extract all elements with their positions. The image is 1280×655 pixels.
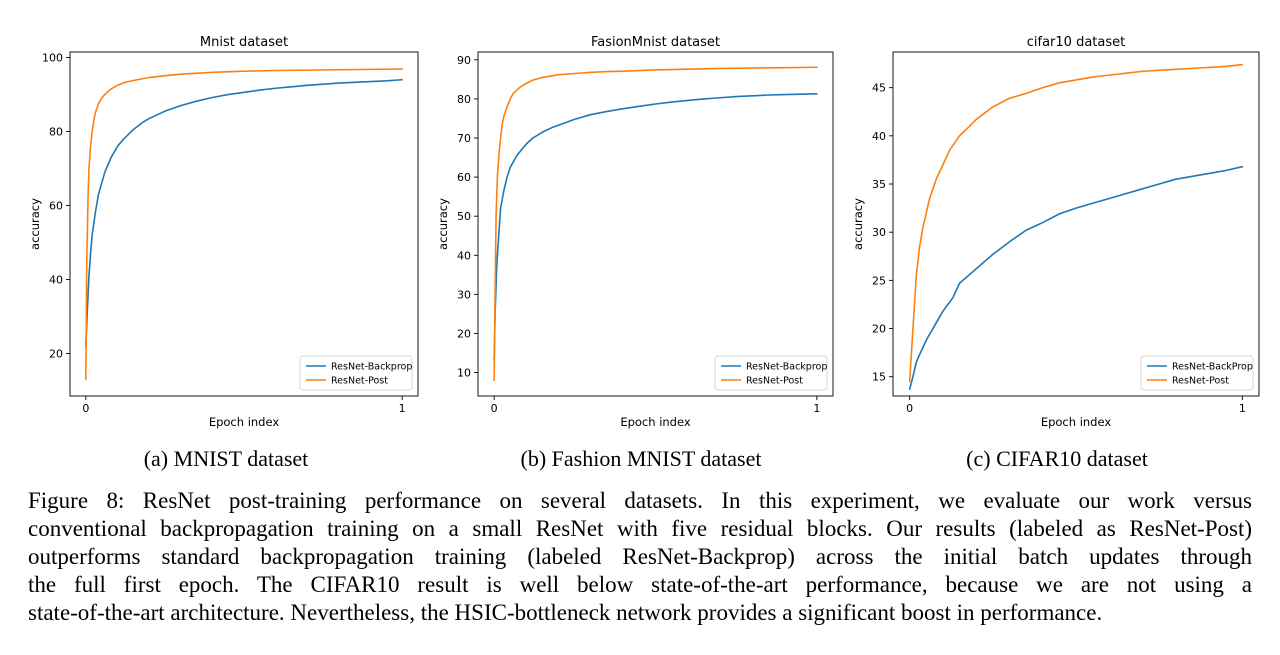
- legend-label: ResNet-Backprop: [331, 362, 412, 373]
- legend-box: [714, 355, 828, 391]
- y-axis-label: accuracy: [28, 198, 42, 250]
- legend-box: [1140, 355, 1254, 391]
- chart-3: 15 20 25 30 35 40 45 0 1 cifar10 dataset Epoch ind…: [851, 35, 1260, 429]
- x-axis-label: Epoch index: [620, 415, 691, 429]
- y-tick-label: 50: [457, 210, 471, 223]
- chart-2: 10 20 30 40 50 60 70 80 90 0 1 FasionMnist dataset E…: [436, 35, 834, 429]
- y-tick-label: 20: [457, 327, 471, 340]
- y-tick-label: 25: [872, 274, 886, 287]
- y-tick-label: 40: [457, 249, 471, 262]
- legend-label: ResNet-BackProp: [1172, 362, 1253, 373]
- y-tick-label: 70: [457, 132, 471, 145]
- x-tick-label: 1: [813, 402, 820, 415]
- chart-title: cifar10 dataset: [1027, 35, 1125, 50]
- chart-1: 20 40 60 80 100 0 1 Mnist dataset Epoch index acc…: [28, 35, 419, 429]
- subcaption-b: (b) Fashion MNIST dataset: [520, 446, 762, 471]
- x-axis-label: Epoch index: [1041, 415, 1112, 429]
- y-tick-label: 30: [872, 226, 886, 239]
- caption-line: Figure 8: ResNet post-training performan…: [28, 488, 1252, 513]
- y-tick-label: 80: [457, 93, 471, 106]
- legend-label: ResNet-Post: [1172, 376, 1229, 387]
- subcaption-c: (c) CIFAR10 dataset: [966, 446, 1148, 471]
- series-line-backprop: [908, 165, 1244, 391]
- y-tick-label: 10: [457, 367, 471, 380]
- plot-frame: [477, 51, 834, 397]
- x-tick-label: 0: [82, 402, 89, 415]
- y-axis-label: accuracy: [851, 198, 865, 250]
- y-tick-label: 30: [457, 288, 471, 301]
- x-tick-label: 1: [399, 402, 406, 415]
- legend-label: ResNet-Post: [746, 376, 803, 387]
- y-tick-label: 20: [49, 347, 63, 360]
- y-tick-label: 40: [49, 273, 63, 286]
- chart-title: Mnist dataset: [200, 35, 288, 50]
- x-axis-label: Epoch index: [209, 415, 280, 429]
- y-tick-label: 100: [42, 52, 63, 65]
- chart-title: FasionMnist dataset: [591, 35, 720, 50]
- series-line-post: [85, 68, 403, 381]
- series-line-post: [493, 66, 818, 382]
- figure-caption: Figure 8: ResNet post-training performan…: [28, 487, 1252, 627]
- series-line-backprop: [85, 78, 403, 347]
- series-line-post: [908, 63, 1244, 383]
- legend-box: [299, 355, 413, 391]
- y-tick-label: 60: [457, 171, 471, 184]
- caption-line: the full first epoch. The CIFAR10 result…: [28, 572, 1252, 597]
- plot-frame: [69, 51, 419, 397]
- legend: ResNet-BackProp ResNet-Post: [1140, 355, 1254, 391]
- x-tick-label: 1: [1239, 402, 1246, 415]
- legend: ResNet-Backprop ResNet-Post: [299, 355, 413, 391]
- series-line-backprop: [493, 93, 818, 362]
- legend: ResNet-Backprop ResNet-Post: [714, 355, 828, 391]
- legend-label: ResNet-Backprop: [746, 362, 827, 373]
- caption-line: conventional backpropagation training on…: [28, 516, 1252, 541]
- y-tick-label: 60: [49, 200, 63, 213]
- x-tick-label: 0: [491, 402, 498, 415]
- x-tick-label: 0: [906, 402, 913, 415]
- y-axis-label: accuracy: [436, 198, 450, 250]
- y-tick-label: 90: [457, 54, 471, 67]
- y-tick-label: 35: [872, 178, 886, 191]
- subcaption-a: (a) MNIST dataset: [143, 446, 309, 471]
- y-tick-label: 40: [872, 130, 886, 143]
- legend-label: ResNet-Post: [331, 376, 388, 387]
- caption-line: state-of-the-art architecture. Neverthel…: [28, 600, 1103, 625]
- plot-frame: [892, 51, 1260, 397]
- y-tick-label: 80: [49, 126, 63, 139]
- y-tick-label: 20: [872, 323, 886, 336]
- y-tick-label: 45: [872, 82, 886, 95]
- caption-line: outperforms standard backpropagation tra…: [28, 544, 1252, 569]
- y-tick-label: 15: [872, 371, 886, 384]
